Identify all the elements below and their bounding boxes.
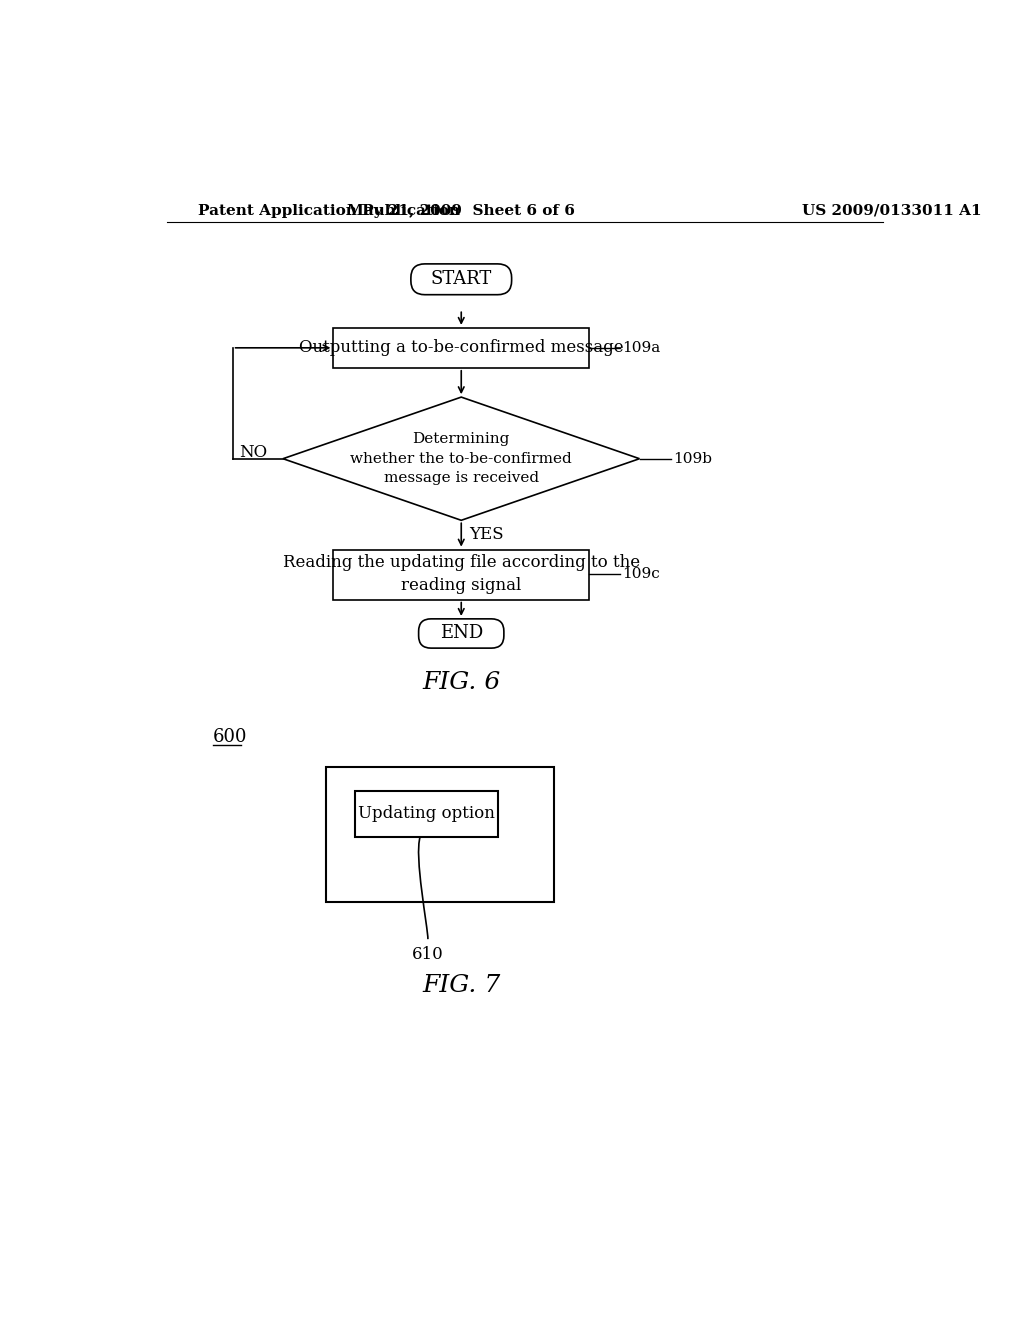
Bar (334, 549, 589, 599)
Text: 109b: 109b (673, 451, 712, 466)
Text: NO: NO (240, 444, 267, 461)
Bar (334, 327, 589, 368)
Text: Reading the updating file according to the
reading signal: Reading the updating file according to t… (283, 554, 640, 594)
Text: START: START (431, 271, 492, 288)
Text: Outputting a to-be-confirmed message: Outputting a to-be-confirmed message (299, 339, 624, 356)
Text: US 2009/0133011 A1: US 2009/0133011 A1 (802, 203, 982, 218)
Bar (326, 767, 554, 903)
Bar (355, 791, 499, 837)
Text: 109c: 109c (623, 568, 660, 581)
Text: 109a: 109a (623, 341, 660, 355)
Text: YES: YES (469, 525, 504, 543)
Text: Updating option: Updating option (358, 805, 495, 822)
Text: Patent Application Publication: Patent Application Publication (198, 203, 460, 218)
Polygon shape (283, 397, 640, 520)
FancyBboxPatch shape (419, 619, 504, 648)
Text: END: END (439, 624, 483, 643)
Text: 600: 600 (213, 727, 248, 746)
FancyBboxPatch shape (411, 264, 512, 294)
Text: FIG. 7: FIG. 7 (422, 974, 501, 997)
Text: 610: 610 (412, 946, 443, 964)
Text: May 21, 2009  Sheet 6 of 6: May 21, 2009 Sheet 6 of 6 (347, 203, 575, 218)
Text: Determining
whether the to-be-confirmed
message is received: Determining whether the to-be-confirmed … (350, 432, 572, 486)
Text: FIG. 6: FIG. 6 (422, 672, 501, 694)
